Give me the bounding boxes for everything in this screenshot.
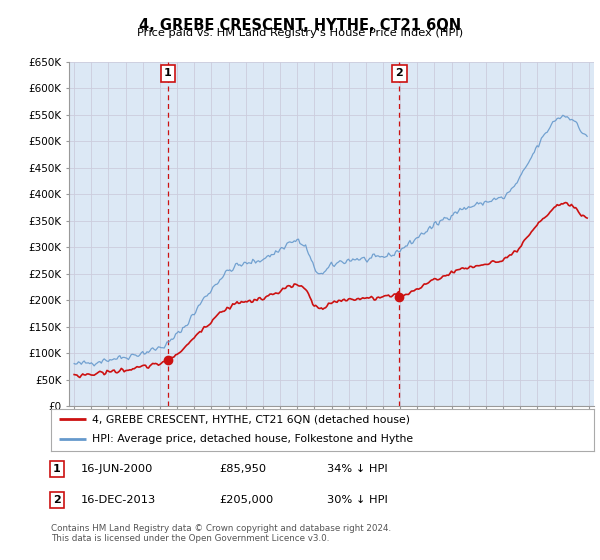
Text: 4, GREBE CRESCENT, HYTHE, CT21 6QN (detached house): 4, GREBE CRESCENT, HYTHE, CT21 6QN (deta… [92, 414, 410, 424]
Text: £205,000: £205,000 [219, 495, 273, 505]
Text: 1: 1 [53, 464, 61, 474]
Bar [168, 62, 400, 406]
Text: 16-DEC-2013: 16-DEC-2013 [81, 495, 156, 505]
Text: 4, GREBE CRESCENT, HYTHE, CT21 6QN: 4, GREBE CRESCENT, HYTHE, CT21 6QN [139, 18, 461, 33]
Text: 34% ↓ HPI: 34% ↓ HPI [327, 464, 388, 474]
Text: 2: 2 [53, 495, 61, 505]
Text: HPI: Average price, detached house, Folkestone and Hythe: HPI: Average price, detached house, Folk… [92, 434, 413, 444]
Text: 30% ↓ HPI: 30% ↓ HPI [327, 495, 388, 505]
Text: Price paid vs. HM Land Registry's House Price Index (HPI): Price paid vs. HM Land Registry's House … [137, 28, 463, 38]
Text: 2: 2 [395, 68, 403, 78]
Text: This data is licensed under the Open Government Licence v3.0.: This data is licensed under the Open Gov… [51, 534, 329, 543]
Text: 16-JUN-2000: 16-JUN-2000 [81, 464, 154, 474]
Text: Contains HM Land Registry data © Crown copyright and database right 2024.: Contains HM Land Registry data © Crown c… [51, 524, 391, 533]
Text: £85,950: £85,950 [219, 464, 266, 474]
Text: 1: 1 [164, 68, 172, 78]
